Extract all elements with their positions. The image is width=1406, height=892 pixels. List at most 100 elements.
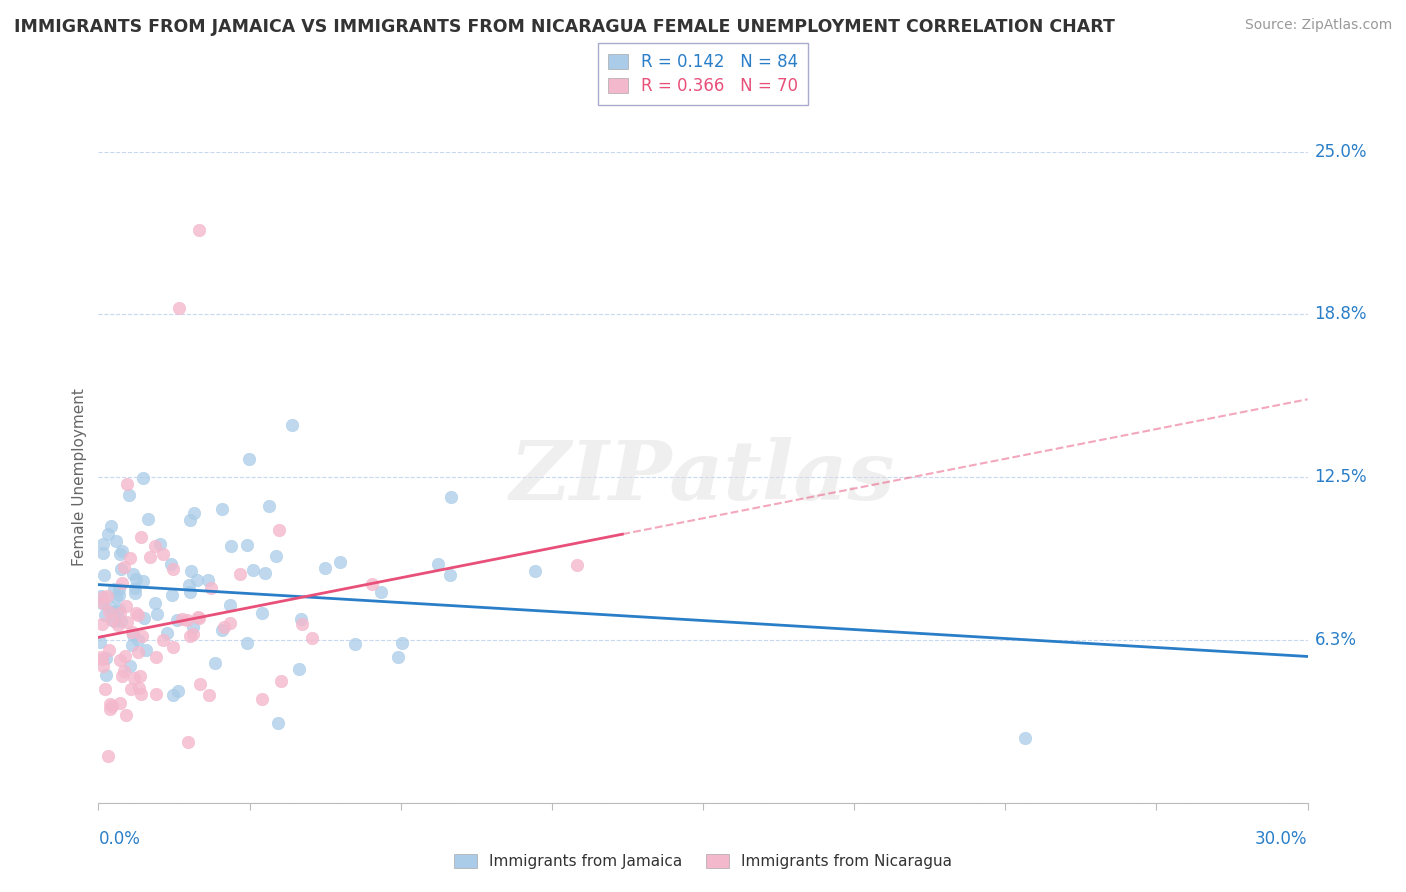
Point: [149, 537, 172, 551]
Point: [211, 501, 233, 516]
Point: [110, 653, 132, 667]
Point: [103, 582, 125, 596]
Point: [114, 648, 136, 663]
Point: [93, 596, 115, 610]
Point: [121, 638, 143, 652]
Point: [110, 614, 132, 628]
Point: [108, 607, 131, 621]
Point: [211, 623, 233, 637]
Point: [124, 581, 146, 595]
Text: 30.0%: 30.0%: [1256, 830, 1308, 847]
Point: [204, 656, 226, 670]
Point: [267, 523, 290, 537]
Point: [162, 688, 184, 702]
Point: [89, 589, 111, 603]
Point: [439, 568, 461, 582]
Point: [291, 616, 314, 631]
Point: [160, 558, 183, 572]
Point: [124, 607, 146, 621]
Point: [111, 543, 134, 558]
Point: [146, 607, 169, 621]
Point: [96, 668, 118, 682]
Point: [229, 566, 252, 581]
Point: [219, 539, 242, 553]
Point: [183, 506, 205, 520]
Point: [122, 567, 145, 582]
Point: [91, 537, 114, 551]
Point: [145, 687, 167, 701]
Point: [145, 649, 167, 664]
Point: [97, 527, 120, 541]
Point: [162, 640, 184, 655]
Point: [181, 627, 204, 641]
Point: [177, 578, 200, 592]
Y-axis label: Female Unemployment: Female Unemployment: [72, 388, 87, 566]
Point: [115, 476, 138, 491]
Point: [236, 636, 259, 650]
Point: [197, 574, 219, 588]
Point: [104, 534, 127, 549]
Point: [91, 616, 114, 631]
Point: [115, 708, 138, 723]
Point: [391, 636, 413, 650]
Point: [329, 556, 352, 570]
Text: 12.5%: 12.5%: [1315, 468, 1367, 486]
Point: [91, 546, 114, 560]
Point: [127, 645, 149, 659]
Point: [188, 223, 211, 237]
Point: [101, 613, 124, 627]
Point: [105, 604, 128, 618]
Point: [124, 585, 146, 599]
Point: [170, 612, 193, 626]
Point: [101, 699, 124, 714]
Point: [427, 557, 450, 571]
Point: [152, 633, 174, 648]
Point: [107, 582, 129, 596]
Text: 0.0%: 0.0%: [98, 830, 141, 847]
Text: IMMIGRANTS FROM JAMAICA VS IMMIGRANTS FROM NICARAGUA FEMALE UNEMPLOYMENT CORRELA: IMMIGRANTS FROM JAMAICA VS IMMIGRANTS FR…: [14, 18, 1115, 36]
Point: [110, 669, 132, 683]
Point: [91, 659, 114, 673]
Point: [250, 692, 273, 706]
Point: [162, 588, 184, 602]
Point: [162, 562, 184, 576]
Point: [91, 596, 114, 610]
Point: [361, 576, 384, 591]
Point: [108, 588, 131, 602]
Point: [98, 698, 121, 712]
Point: [132, 574, 155, 588]
Point: [138, 549, 160, 564]
Point: [176, 613, 198, 627]
Point: [114, 599, 136, 614]
Point: [110, 547, 132, 561]
Point: [167, 683, 190, 698]
Point: [145, 596, 167, 610]
Point: [236, 538, 259, 552]
Point: [96, 651, 118, 665]
Point: [100, 605, 122, 619]
Point: [314, 561, 336, 575]
Point: [134, 611, 156, 625]
Point: [288, 662, 311, 676]
Point: [156, 626, 179, 640]
Text: 18.8%: 18.8%: [1315, 305, 1367, 324]
Point: [96, 590, 118, 604]
Point: [179, 513, 201, 527]
Point: [270, 674, 292, 689]
Point: [127, 607, 149, 622]
Point: [100, 702, 122, 716]
Legend: Immigrants from Jamaica, Immigrants from Nicaragua: Immigrants from Jamaica, Immigrants from…: [449, 848, 957, 875]
Point: [121, 625, 143, 640]
Point: [242, 563, 264, 577]
Point: [181, 620, 204, 634]
Point: [103, 614, 125, 628]
Point: [97, 606, 120, 620]
Text: 6.3%: 6.3%: [1315, 631, 1357, 649]
Point: [108, 696, 131, 710]
Point: [129, 687, 152, 701]
Point: [90, 649, 112, 664]
Point: [344, 637, 367, 651]
Point: [1014, 731, 1036, 745]
Point: [219, 615, 242, 630]
Point: [565, 558, 588, 572]
